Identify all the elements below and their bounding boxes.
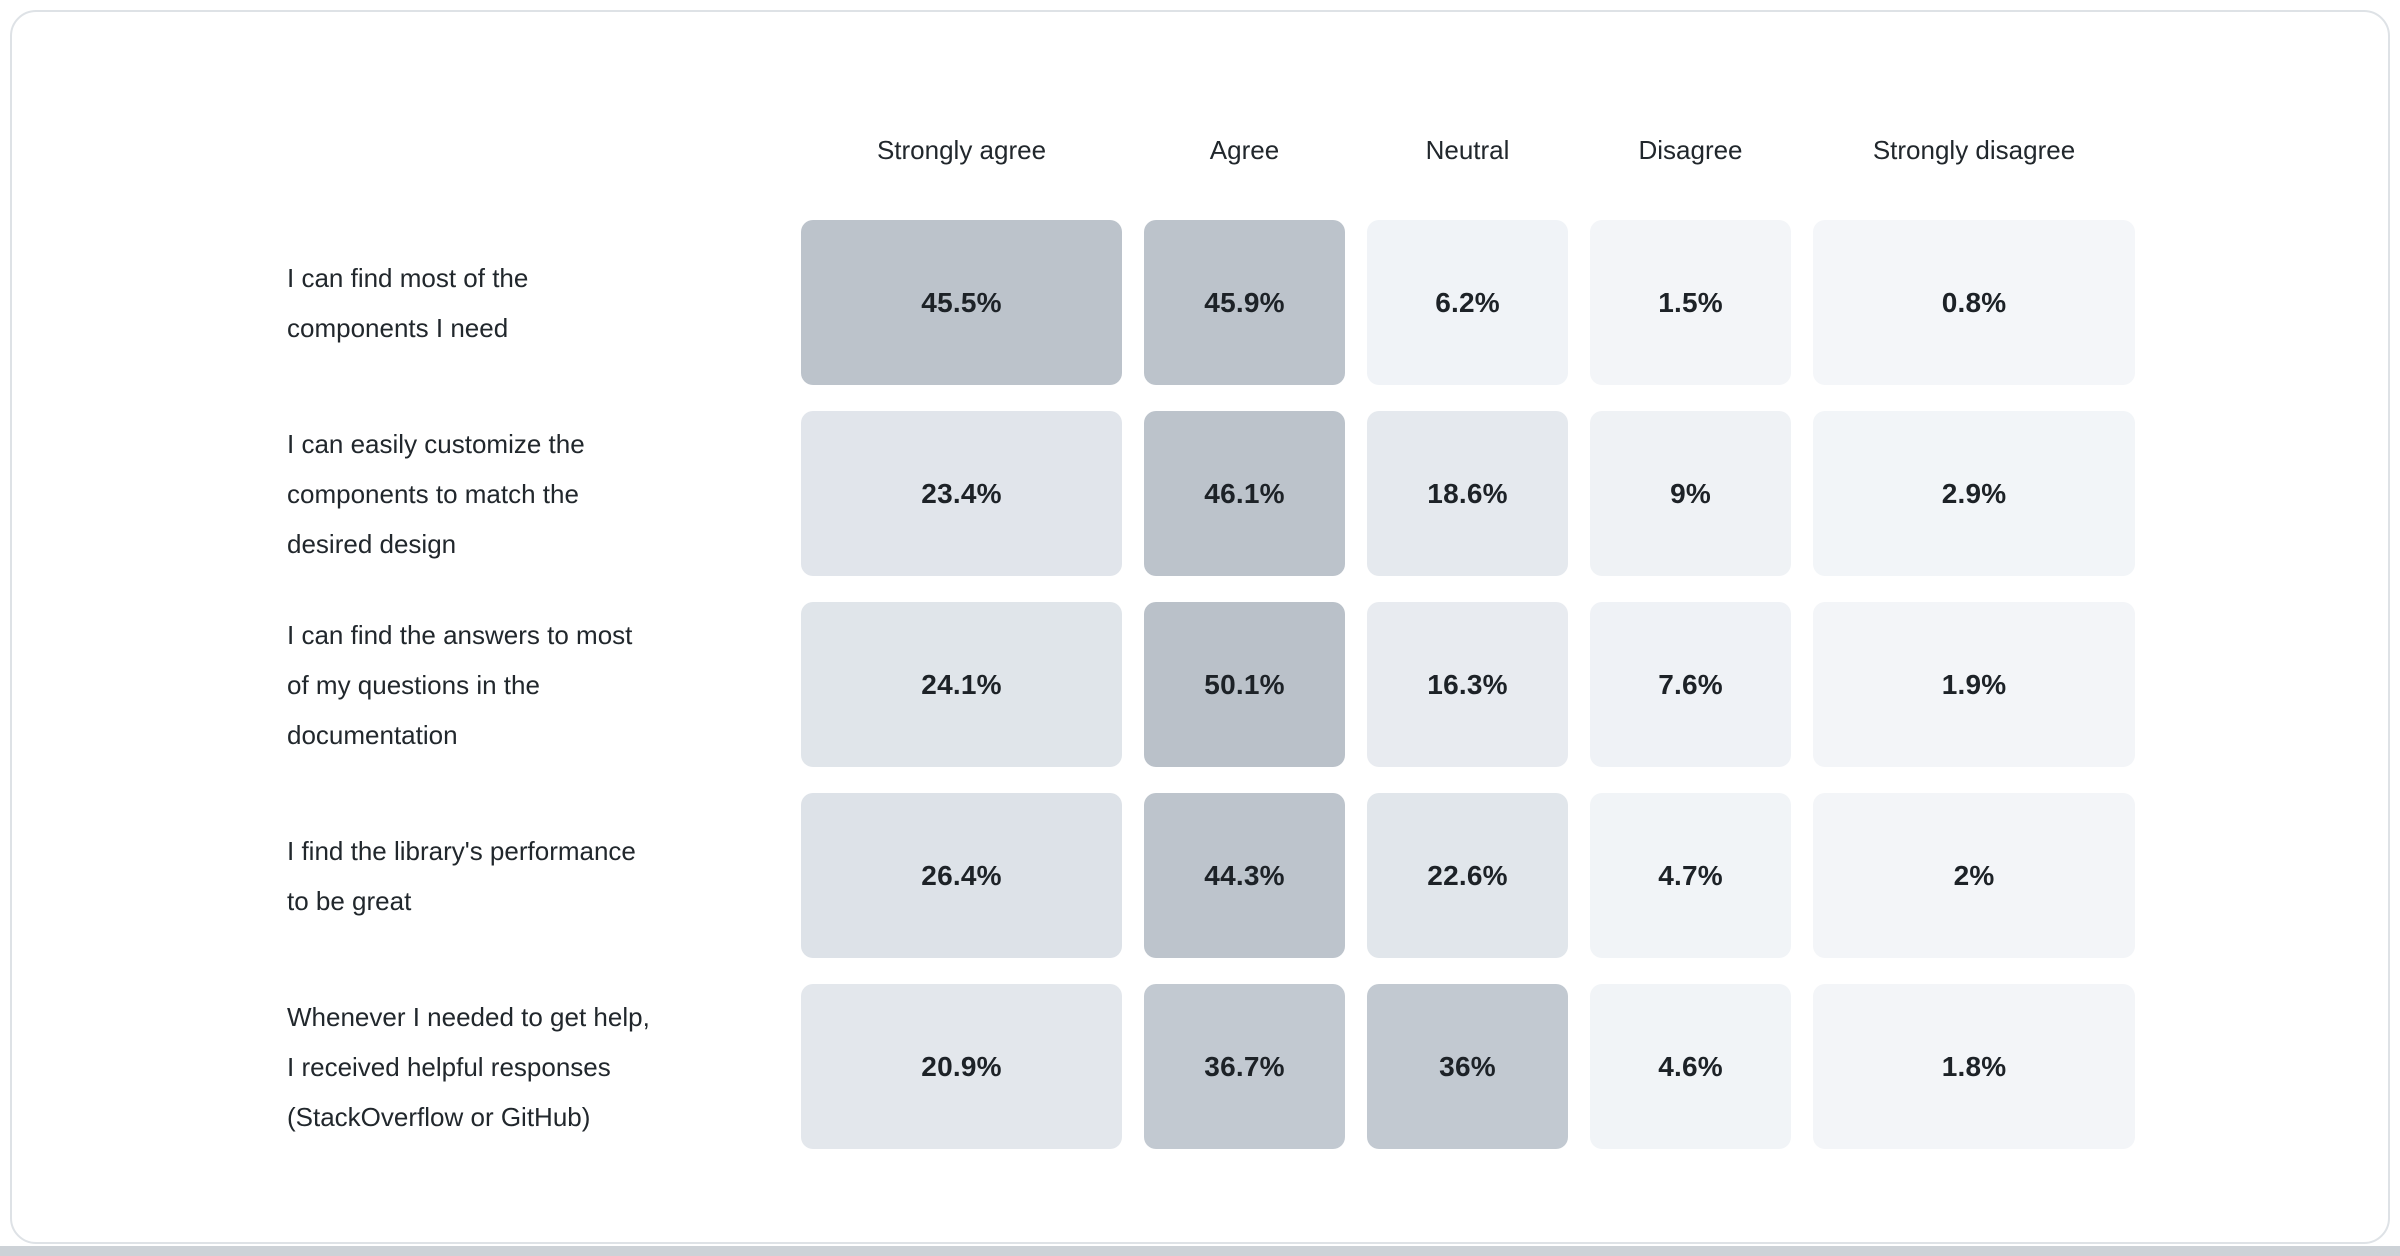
bottom-edge bbox=[0, 1246, 2400, 1256]
heatmap-cell: 44.3% bbox=[1144, 793, 1345, 958]
heatmap-cell: 36.7% bbox=[1144, 984, 1345, 1149]
heatmap-cell: 22.6% bbox=[1367, 793, 1568, 958]
column-header: Neutral bbox=[1425, 135, 1510, 165]
heatmap-cell: 45.9% bbox=[1144, 220, 1345, 385]
row-label: Whenever I needed to get help, I receive… bbox=[287, 1001, 650, 1132]
heatmap-cell: 1.9% bbox=[1813, 602, 2135, 767]
heatmap-cell: 24.1% bbox=[801, 602, 1122, 767]
row-label: I can find the answers to most of my que… bbox=[287, 619, 633, 750]
heatmap-cell: 1.5% bbox=[1590, 220, 1791, 385]
heatmap: Strongly agree Agree Neutral Disagree Strong… bbox=[287, 107, 2135, 1149]
row-label: I find the library's performance to be g… bbox=[287, 835, 636, 916]
heatmap-cell: 45.5% bbox=[801, 220, 1122, 385]
heatmap-cell: 23.4% bbox=[801, 411, 1122, 576]
row-label: I can find most of the components I need bbox=[287, 262, 529, 343]
heatmap-cell: 2% bbox=[1813, 793, 2135, 958]
column-header: Agree bbox=[1209, 135, 1280, 165]
heatmap-cell: 20.9% bbox=[801, 984, 1122, 1149]
column-header: Disagree bbox=[1638, 135, 1743, 165]
heatmap-cell: 46.1% bbox=[1144, 411, 1345, 576]
heatmap-cell: 50.1% bbox=[1144, 602, 1345, 767]
heatmap-cell: 4.7% bbox=[1590, 793, 1791, 958]
heatmap-cell: 6.2% bbox=[1367, 220, 1568, 385]
heatmap-cell: 0.8% bbox=[1813, 220, 2135, 385]
heatmap-cell: 18.6% bbox=[1367, 411, 1568, 576]
heatmap-cell: 2.9% bbox=[1813, 411, 2135, 576]
heatmap-cell: 1.8% bbox=[1813, 984, 2135, 1149]
heatmap-cell: 36% bbox=[1367, 984, 1568, 1149]
heatmap-cell: 16.3% bbox=[1367, 602, 1568, 767]
heatmap-cell: 7.6% bbox=[1590, 602, 1791, 767]
card: Strongly agree Agree Neutral Disagree Strong… bbox=[10, 10, 2390, 1244]
heatmap-cell: 4.6% bbox=[1590, 984, 1791, 1149]
heatmap-cell: 9% bbox=[1590, 411, 1791, 576]
corner-spacer bbox=[287, 107, 779, 194]
column-header: Strongly disagree bbox=[1872, 135, 2076, 165]
column-header: Strongly agree bbox=[876, 135, 1047, 165]
heatmap-cell: 26.4% bbox=[801, 793, 1122, 958]
row-label: I can easily customize the components to… bbox=[287, 428, 585, 559]
